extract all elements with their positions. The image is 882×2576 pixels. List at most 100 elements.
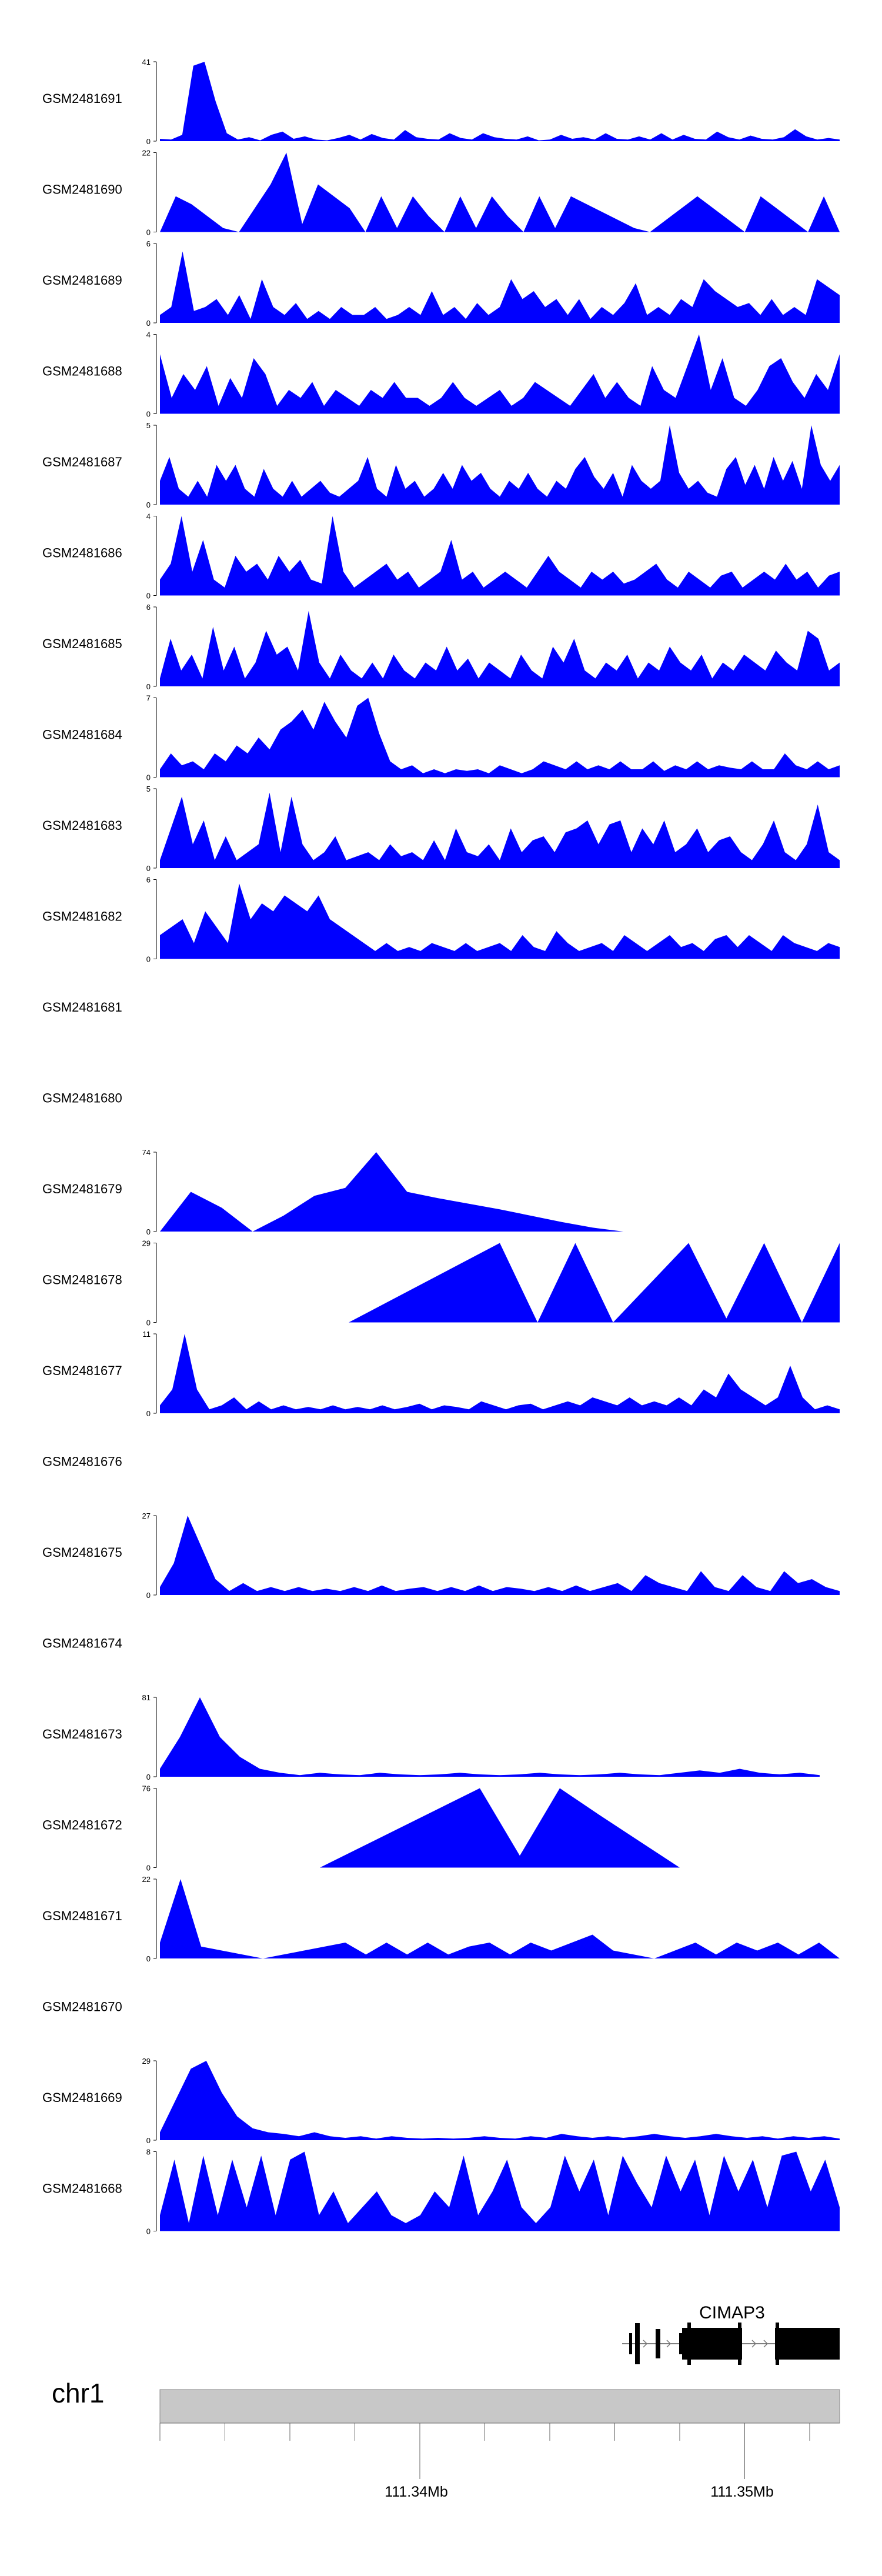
track-GSM2481677: GSM2481677 11 0	[42, 1330, 840, 1418]
strand-arrow-icon	[751, 2340, 757, 2348]
signal-area	[160, 610, 840, 686]
track-label: GSM2481687	[42, 455, 122, 469]
track-GSM2481671: GSM2481671 22 0	[42, 1875, 840, 1963]
track-GSM2481675: GSM2481675 27 0	[42, 1511, 840, 1600]
y-axis-zero-label: 0	[146, 864, 151, 873]
y-axis-max-label: 76	[142, 1784, 151, 1793]
track-GSM2481691: GSM2481691 41 0	[42, 58, 840, 146]
track-GSM2481684: GSM2481684 7 0	[42, 694, 840, 782]
y-axis-max-label: 81	[142, 1693, 151, 1702]
track-label: GSM2481688	[42, 364, 122, 379]
track-label: GSM2481679	[42, 1182, 122, 1196]
y-axis-zero-label: 0	[146, 2227, 151, 2236]
track-label: GSM2481690	[42, 182, 122, 197]
chromosome-label: chr1	[52, 2378, 104, 2408]
track-label: GSM2481689	[42, 273, 122, 288]
tracks: GSM2481691410GSM2481690220GSM248168960GS…	[42, 58, 840, 2236]
y-axis-max-label: 29	[142, 1239, 151, 1248]
signal-area	[160, 883, 840, 959]
signal-area	[160, 1516, 840, 1595]
track-GSM2481669: GSM2481669 29 0	[42, 2057, 840, 2145]
y-axis-max-label: 74	[142, 1148, 151, 1157]
y-axis-max-label: 5	[146, 421, 151, 430]
track-label: GSM2481681	[42, 1000, 122, 1015]
y-axis-zero-label: 0	[146, 319, 151, 328]
track-label: GSM2481675	[42, 1545, 122, 1560]
track-label: GSM2481684	[42, 728, 122, 742]
y-axis-zero-label: 0	[146, 228, 151, 237]
track-GSM2481679: GSM2481679 74 0	[42, 1148, 624, 1236]
track-label: GSM2481670	[42, 2000, 122, 2014]
y-axis-zero-label: 0	[146, 1773, 151, 1781]
y-axis-max-label: 6	[146, 239, 151, 248]
axis-tick-label-2: 111.35Mb	[710, 2484, 773, 2500]
signal-area	[160, 1697, 820, 1777]
y-axis-zero-label: 0	[146, 1319, 151, 1327]
genome-axis	[159, 2422, 840, 2479]
track-GSM2481680: GSM2481680	[42, 1091, 122, 1106]
track-label: GSM2481669	[42, 2090, 122, 2105]
signal-area	[160, 1334, 840, 1413]
y-axis-max-label: 29	[142, 2057, 151, 2066]
track-GSM2481686: GSM2481686 4 0	[42, 512, 840, 600]
gene-model-cimap3	[622, 2323, 840, 2365]
gene-exon	[679, 2333, 682, 2354]
track-GSM2481672: GSM2481672 76 0	[42, 1784, 680, 1873]
strand-arrow-icon	[763, 2340, 769, 2348]
track-GSM2481678: GSM2481678 29 0	[42, 1239, 840, 1327]
strand-arrow-icon	[643, 2340, 648, 2348]
track-GSM2481673: GSM2481673 81 0	[42, 1693, 820, 1781]
track-label: GSM2481691	[42, 91, 122, 106]
y-axis-zero-label: 0	[146, 1591, 151, 1600]
y-axis-zero-label: 0	[146, 2136, 151, 2145]
track-label: GSM2481683	[42, 818, 122, 833]
signal-area	[160, 516, 840, 596]
track-label: GSM2481685	[42, 636, 122, 651]
track-label: GSM2481674	[42, 1636, 122, 1651]
chromosome-ideogram-track: chr1 111.34Mb 111.35Mb	[52, 2378, 840, 2500]
track-GSM2481681: GSM2481681	[42, 1000, 122, 1015]
track-label: GSM2481682	[42, 909, 122, 924]
signal-area	[160, 2151, 840, 2231]
track-GSM2481670: GSM2481670	[42, 2000, 122, 2014]
track-label: GSM2481680	[42, 1091, 122, 1106]
chromosome-ideogram	[159, 2389, 840, 2424]
y-axis-max-label: 6	[146, 876, 151, 885]
track-GSM2481687: GSM2481687 5 0	[42, 421, 840, 509]
track-GSM2481689: GSM2481689 6 0	[42, 239, 840, 328]
signal-area	[160, 251, 840, 323]
y-axis-zero-label: 0	[146, 1409, 151, 1418]
y-axis-max-label: 7	[146, 694, 151, 703]
track-GSM2481690: GSM2481690 22 0	[42, 149, 840, 237]
axis-tick-label-1: 111.34Mb	[385, 2484, 447, 2500]
track-GSM2481674: GSM2481674	[42, 1636, 122, 1651]
signal-area	[160, 2061, 840, 2140]
y-axis-max-label: 11	[143, 1330, 151, 1339]
gene-exon	[682, 2328, 742, 2360]
y-axis-zero-label: 0	[146, 592, 151, 600]
signal-area	[160, 425, 840, 505]
signal-area	[160, 152, 840, 232]
y-axis-max-label: 4	[146, 331, 151, 339]
gene-label-cimap3: CIMAP3	[699, 2303, 765, 2323]
y-axis-zero-label: 0	[146, 410, 151, 419]
y-axis-zero-label: 0	[146, 137, 151, 146]
y-axis-zero-label: 0	[146, 1954, 151, 1963]
strand-arrow-icon	[666, 2340, 671, 2348]
track-label: GSM2481678	[42, 1273, 122, 1287]
track-label: GSM2481676	[42, 1454, 122, 1469]
gene-exon	[656, 2329, 660, 2358]
y-axis-zero-label: 0	[146, 682, 151, 691]
y-axis-max-label: 5	[146, 785, 151, 793]
y-axis-max-label: 41	[142, 58, 151, 66]
gene-exon	[629, 2333, 632, 2354]
y-axis-max-label: 6	[146, 603, 151, 612]
signal-area	[160, 1152, 624, 1232]
signal-area	[349, 1243, 840, 1323]
gene-exon	[775, 2328, 840, 2360]
gene-exon	[687, 2323, 691, 2365]
y-axis-zero-label: 0	[146, 1227, 151, 1236]
signal-area	[160, 698, 840, 778]
track-label: GSM2481673	[42, 1727, 122, 1741]
